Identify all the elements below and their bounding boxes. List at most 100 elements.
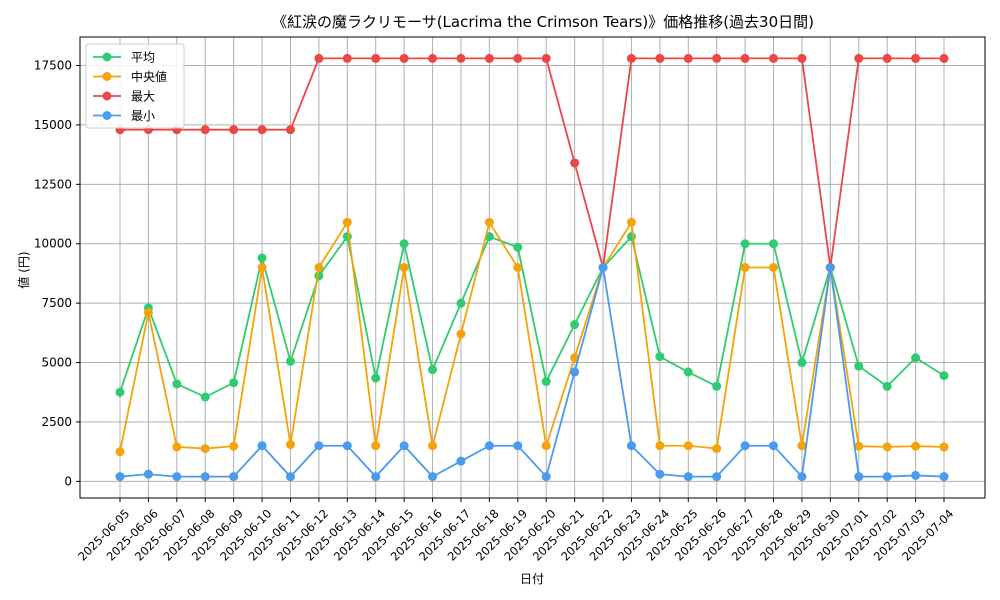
data-point [285,472,295,482]
data-point [200,125,210,135]
series-group [115,53,949,482]
data-point [825,263,835,272]
data-point [911,441,921,451]
data-point [939,472,949,482]
data-point [939,371,949,381]
data-point [882,381,892,391]
data-point [399,53,409,63]
data-point [172,472,182,482]
legend-label: 平均 [131,51,155,65]
data-point [229,472,239,482]
data-point [882,472,892,482]
data-point [655,469,665,479]
data-point [285,356,295,366]
data-point [626,53,636,63]
data-point [371,53,381,63]
grid-lines [80,37,985,498]
data-point [399,441,409,451]
data-point [285,125,295,135]
data-point [314,263,324,272]
data-point [200,444,210,454]
y-tick-label: 7500 [41,296,72,310]
data-point [541,53,551,63]
data-point [712,444,722,454]
series-line [119,219,945,452]
data-point [314,53,324,63]
legend-box [85,43,185,129]
data-point [399,263,409,272]
data-point [257,263,267,272]
plot-area [79,36,986,499]
data-point [882,442,892,452]
data-point [570,158,580,168]
data-point [769,53,779,63]
data-point [115,447,125,457]
data-point [172,442,182,452]
data-point [143,308,153,318]
data-point [172,379,182,389]
data-point [854,441,864,451]
data-point [541,472,551,482]
data-point [740,441,750,451]
data-point [769,441,779,451]
data-point [626,232,636,242]
data-point [655,352,665,362]
data-point [854,472,864,482]
data-point [740,239,750,249]
legend-swatch-marker [102,91,112,101]
data-point [342,217,352,227]
y-tick-label: 15000 [34,118,72,132]
y-axis-label: 値 (円) [16,251,31,288]
data-point [655,441,665,451]
data-point [428,365,438,375]
y-tick-label: 5000 [41,356,72,370]
series-line [120,57,944,268]
data-point [200,472,210,482]
data-point [229,378,239,388]
y-tick-label: 0 [64,474,72,488]
data-point [513,242,523,252]
data-point [229,441,239,451]
data-point [285,440,295,450]
data-point [598,263,608,272]
data-point [257,253,267,263]
y-tick-label: 12500 [34,177,72,191]
data-point [712,381,722,391]
data-point [683,472,693,482]
data-point [257,441,267,451]
legend-swatch-marker [102,52,112,62]
data-point [314,441,324,451]
data-point [115,472,125,482]
data-point [541,377,551,387]
data-point [484,441,494,451]
data-point [769,263,779,272]
data-point [911,53,921,63]
legend-label: 最大 [131,90,155,104]
legend-label: 中央値 [131,69,167,84]
data-point [740,263,750,272]
data-point [371,441,381,451]
data-point [570,367,580,377]
data-point [428,472,438,482]
x-axis-label: 日付 [520,572,544,586]
data-point [541,441,551,451]
y-tick-label: 10000 [34,237,72,251]
data-point [911,470,921,480]
data-point [456,298,466,308]
series-line [119,234,945,399]
data-point [712,53,722,63]
data-point [229,125,239,135]
chart-title: 《紅涙の魔ラクリモーサ(Lacrima the Crimson Tears)》価… [272,13,814,31]
data-point [570,353,580,363]
data-point [342,441,352,451]
data-point [797,53,807,63]
data-point [797,358,807,368]
data-point [683,367,693,377]
data-point [513,441,523,451]
data-point [854,361,864,371]
data-point [683,53,693,63]
data-point [342,53,352,63]
data-point [484,53,494,63]
